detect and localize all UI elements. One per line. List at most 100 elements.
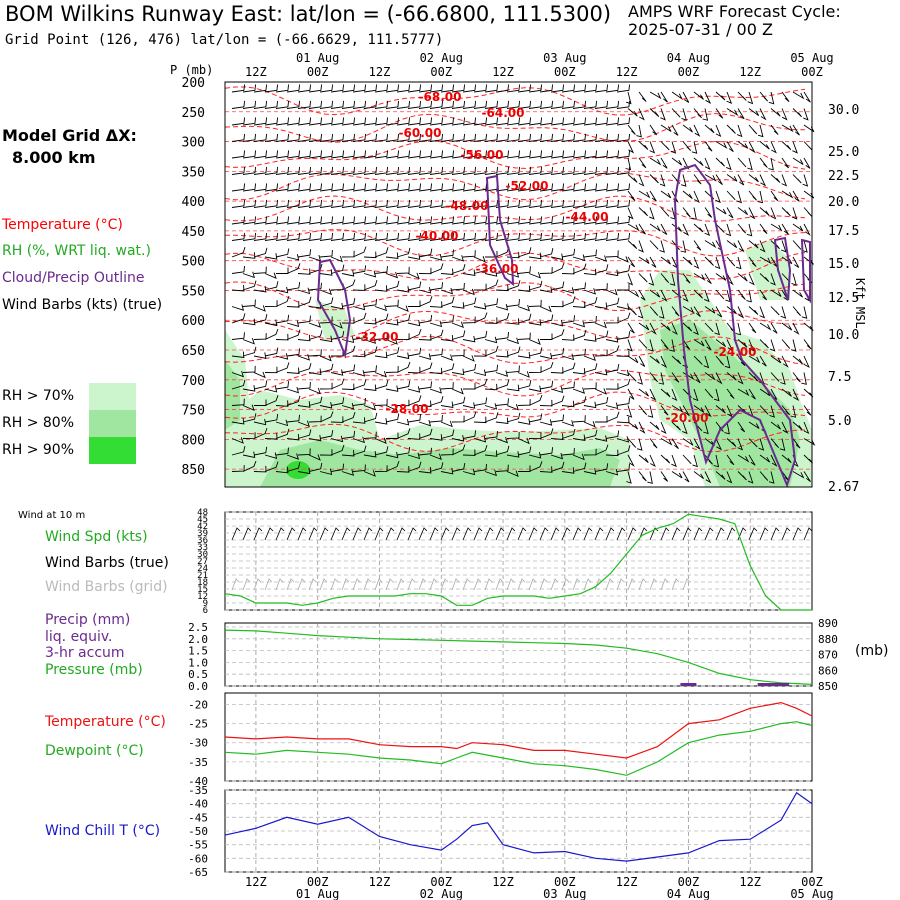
wind-barb — [726, 339, 734, 352]
wind-barb — [341, 166, 356, 175]
wind-barb — [528, 216, 543, 225]
wind-barb — [594, 133, 609, 142]
wind-barb — [790, 405, 797, 418]
wind-barb — [275, 232, 290, 241]
kft-axis-tick: 2.67 — [828, 480, 859, 495]
wind-barb — [517, 166, 532, 175]
wind-barb — [550, 117, 565, 126]
wind-barb — [517, 117, 532, 126]
grid-wind-barb — [396, 578, 405, 591]
wind-barb — [781, 454, 792, 464]
wind-barb — [713, 388, 720, 402]
wind-barb — [638, 223, 646, 235]
wind-barb — [770, 108, 781, 117]
wind-barb — [638, 388, 649, 397]
wind-barb — [627, 240, 638, 250]
wind-barb — [594, 255, 607, 262]
wind-barb — [702, 108, 709, 121]
precip-y-tick: 1.0 — [188, 656, 208, 669]
wind-barb — [759, 273, 770, 283]
wind-barb — [495, 265, 510, 274]
wind-barb — [396, 216, 411, 225]
wind-barb — [253, 199, 268, 208]
wind-barb — [594, 150, 609, 159]
wind-barb — [495, 84, 510, 93]
wind-barb — [308, 454, 321, 461]
wind-barb — [429, 232, 444, 241]
wind-barb — [648, 339, 654, 352]
wind-barb — [561, 100, 576, 109]
top-hour-tick: 00Z — [801, 65, 823, 79]
wind-barb — [407, 452, 421, 460]
wind-barb — [627, 438, 637, 448]
wind-barb — [572, 84, 587, 93]
wind-barb — [693, 355, 703, 365]
wind-barb — [396, 305, 409, 313]
wind-barb — [473, 444, 488, 456]
wind-barb — [660, 91, 668, 103]
wind-barb — [363, 346, 378, 357]
temperature-line — [224, 701, 813, 759]
wind-barb — [484, 117, 499, 126]
wind-barb — [341, 133, 356, 142]
wind-barb — [715, 174, 723, 185]
precip-label: Precip (mm) — [45, 612, 131, 628]
wind-barb — [275, 84, 290, 93]
wind-barb — [396, 266, 410, 274]
wind-barb — [770, 421, 781, 430]
wind-barb — [429, 462, 444, 472]
wind-barb — [407, 117, 422, 126]
wind-panel-title: Wind at 10 m — [18, 510, 86, 521]
wind-barb — [275, 133, 290, 142]
wind-barb — [594, 84, 609, 93]
wind-barb — [781, 322, 793, 331]
wind-barb — [737, 223, 747, 234]
wind-barb — [363, 232, 378, 241]
wind-barb — [506, 166, 521, 175]
wind-barb — [286, 100, 301, 109]
wind-barb — [726, 454, 735, 466]
wind-barb — [440, 249, 455, 258]
wind-barb — [779, 438, 786, 451]
wind-barb — [330, 216, 345, 225]
wind-barb — [682, 91, 690, 103]
wind-barb — [440, 183, 455, 192]
wind-barb — [768, 157, 774, 171]
wind-barb — [484, 317, 498, 324]
wind-barb — [649, 141, 656, 154]
wind-barb — [671, 91, 683, 100]
wind-barb — [726, 190, 736, 201]
wind-barb — [462, 199, 477, 208]
wind-barb — [264, 199, 279, 208]
wind-barb — [308, 254, 322, 262]
wind-barb — [737, 207, 748, 216]
wind-barb — [253, 465, 267, 473]
temp-panel-label: Temperature (°C) — [45, 714, 166, 730]
wind-barb — [330, 199, 345, 208]
wind-barb — [572, 329, 587, 340]
wind-barb — [275, 100, 290, 109]
wind-barb — [770, 240, 780, 250]
wind-barb — [583, 401, 597, 409]
temp-contour-label: -68.00 — [419, 90, 462, 104]
wind-barb — [550, 367, 564, 374]
wind-barb — [363, 117, 378, 126]
wind-barb — [363, 337, 377, 344]
wind-barb — [286, 263, 301, 274]
wind-barb — [550, 452, 564, 460]
wind-barb — [396, 352, 410, 360]
wind-barb — [583, 296, 598, 307]
wind-barb — [704, 388, 714, 399]
wind-barb — [297, 296, 312, 307]
wind-barb — [275, 183, 290, 192]
wind-barb — [407, 133, 422, 142]
temp-contour-label: -20.00 — [666, 411, 709, 425]
wind-barb — [286, 216, 301, 225]
wind-barb — [616, 331, 631, 340]
grid-wind-barb — [671, 578, 680, 591]
wind-barb — [714, 322, 720, 336]
wind-barb — [757, 190, 764, 204]
wind-barb — [462, 355, 475, 362]
wind-barb — [319, 355, 332, 362]
